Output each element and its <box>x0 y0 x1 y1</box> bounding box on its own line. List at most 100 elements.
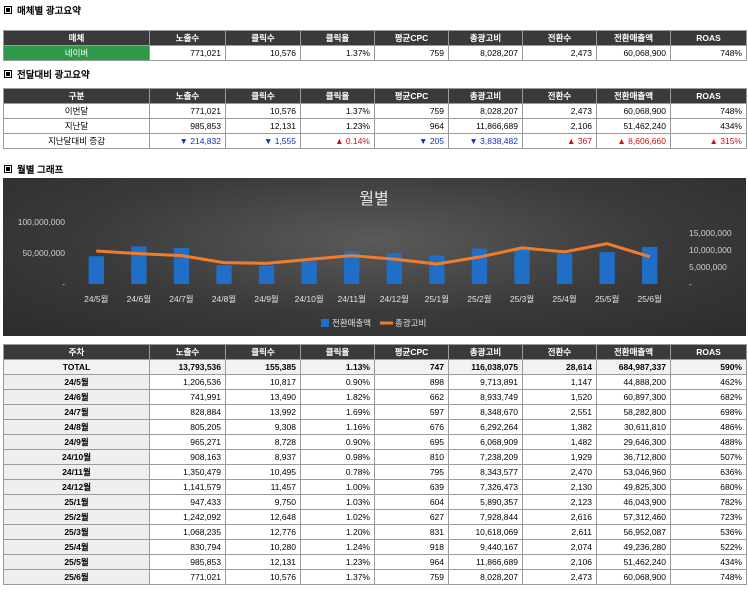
table-cell: 771,021 <box>149 569 226 585</box>
diff-cell: ▼ 214,832 <box>149 133 226 149</box>
column-header: 클릭수 <box>225 88 301 104</box>
line-series <box>96 242 651 266</box>
table-cell: 462% <box>670 374 747 390</box>
row-label: 이번달 <box>3 103 150 119</box>
table-row: 24/11월 1,350,479 10,495 0.78% 795 8,343,577 2,… <box>3 464 747 480</box>
diff-value: 367 <box>577 136 592 146</box>
table-cell: 8,028,207 <box>448 569 523 585</box>
table-cell: 964 <box>374 118 449 134</box>
table-row: 24/9월 965,271 8,728 0.90% 695 6,068,909 1,482 2… <box>3 434 747 450</box>
bar-mark <box>88 256 104 284</box>
column-header: 전환매출액 <box>596 30 671 46</box>
triangle-down-icon: ▼ <box>263 136 275 146</box>
table-cell: 536% <box>670 524 747 540</box>
row-label: 네이버 <box>3 45 150 61</box>
table-cell: 759 <box>374 45 449 61</box>
table-cell: 6,292,264 <box>448 419 523 435</box>
header-row: 구분 노출수 클릭수 클릭율 평균CPC 총광고비 전환수 전환매출액 ROAS <box>3 88 747 104</box>
table-cell: 60,068,900 <box>596 569 671 585</box>
table-cell: 11,866,689 <box>448 554 523 570</box>
table-cell: 1.00% <box>300 479 375 495</box>
table-cell: 1,382 <box>522 419 597 435</box>
compare-summary-table: 구분 노출수 클릭수 클릭율 평균CPC 총광고비 전환수 전환매출액 ROAS 이번달 771,0… <box>3 88 747 149</box>
x-axis-tick-label: 24/12월 <box>380 294 409 304</box>
x-axis-tick-label: 25/4월 <box>552 294 576 304</box>
triangle-down-icon: ▼ <box>419 136 430 146</box>
table-cell: 51,462,240 <box>596 554 671 570</box>
table-cell: 60,068,900 <box>596 103 671 119</box>
section-title-text: 월별 그래프 <box>17 165 64 176</box>
column-header: 노출수 <box>149 30 226 46</box>
table-cell: 12,648 <box>225 509 301 525</box>
table-cell: 964 <box>374 554 449 570</box>
table-cell: 486% <box>670 419 747 435</box>
triangle-up-icon: ▲ <box>335 136 346 146</box>
table-cell: 771,021 <box>149 103 226 119</box>
table-cell: 1.16% <box>300 419 375 435</box>
row-label: 25/5월 <box>3 554 150 570</box>
table-cell: 748% <box>670 103 747 119</box>
column-header: 평균CPC <box>374 88 449 104</box>
table-cell: 695 <box>374 434 449 450</box>
table-row: 네이버 771,021 10,576 1.37% 759 8,028,207 2,473 60… <box>3 45 747 61</box>
table-cell: 771,021 <box>149 45 226 61</box>
square-bullet-icon <box>4 70 12 78</box>
monthly-chart-svg: 월별 - 50,000,000 100,000,000 - 5,000,000 10,000… <box>18 189 732 328</box>
diff-value: 214,832 <box>190 136 221 146</box>
table-cell: 46,043,900 <box>596 494 671 510</box>
table-cell: 1.82% <box>300 389 375 405</box>
row-label: 지난달 <box>3 118 150 134</box>
column-header: 클릭수 <box>225 30 301 46</box>
table-cell: 1.69% <box>300 404 375 420</box>
table-cell: 36,712,800 <box>596 449 671 465</box>
table-cell: 918 <box>374 539 449 555</box>
column-header: ROAS <box>670 30 747 46</box>
table-cell: 49,236,280 <box>596 539 671 555</box>
row-label: 24/6월 <box>3 389 150 405</box>
table-cell: 30,611,810 <box>596 419 671 435</box>
table-cell: 8,728 <box>225 434 301 450</box>
table-cell: 1.23% <box>300 554 375 570</box>
section-title-compare: 전달대비 광고요약 <box>4 67 90 81</box>
column-header: ROAS <box>670 88 747 104</box>
table-cell: 7,928,844 <box>448 509 523 525</box>
table-cell: 0.90% <box>300 374 375 390</box>
table-row: 25/5월 985,853 12,131 1.23% 964 11,866,689 2,10… <box>3 554 747 570</box>
bar-mark <box>514 248 530 284</box>
table-cell: 639 <box>374 479 449 495</box>
diff-cell: ▲ 367 <box>522 133 597 149</box>
diff-value: 3,838,482 <box>480 136 518 146</box>
table-cell: 682% <box>670 389 747 405</box>
table-cell: 830,794 <box>149 539 226 555</box>
table-cell: 2,123 <box>522 494 597 510</box>
bar-mark <box>556 253 573 284</box>
table-cell: 1,206,536 <box>149 374 226 390</box>
column-header: 구분 <box>3 88 150 104</box>
table-row: 25/2월 1,242,092 12,648 1.02% 627 7,928,844 2,6… <box>3 509 747 525</box>
diff-value: 0.14% <box>345 136 370 146</box>
table-row: 이번달 771,021 10,576 1.37% 759 8,028,207 2,473 60… <box>3 103 747 119</box>
row-label: 25/2월 <box>3 509 150 525</box>
diff-cell: ▼ 3,838,482 <box>448 133 523 149</box>
right-axis-tick-label: - <box>689 279 692 289</box>
diff-cell: ▲ 0.14% <box>300 133 375 149</box>
diff-value: 205 <box>429 136 444 146</box>
table-cell: 12,776 <box>225 524 301 540</box>
table-cell: 58,282,800 <box>596 404 671 420</box>
table-cell: 9,750 <box>225 494 301 510</box>
diff-cell: ▲ 8,606,660 <box>596 133 671 149</box>
x-axis-tick-label: 25/3월 <box>510 294 534 304</box>
section-title-chart: 월별 그래프 <box>4 162 63 176</box>
column-header: 매체 <box>3 30 150 46</box>
diff-cell: ▼ 1,555 <box>225 133 301 149</box>
table-cell: 10,576 <box>225 103 301 119</box>
column-header: 총광고비 <box>448 88 523 104</box>
table-cell: 1,482 <box>522 434 597 450</box>
x-axis-tick-label: 24/10월 <box>295 294 324 304</box>
column-header: 클릭율 <box>300 344 375 360</box>
table-cell: 1.37% <box>300 45 375 61</box>
column-header: 전환수 <box>522 88 597 104</box>
table-cell: 747 <box>374 359 449 375</box>
table-cell: 522% <box>670 539 747 555</box>
row-label: 25/3월 <box>3 524 150 540</box>
